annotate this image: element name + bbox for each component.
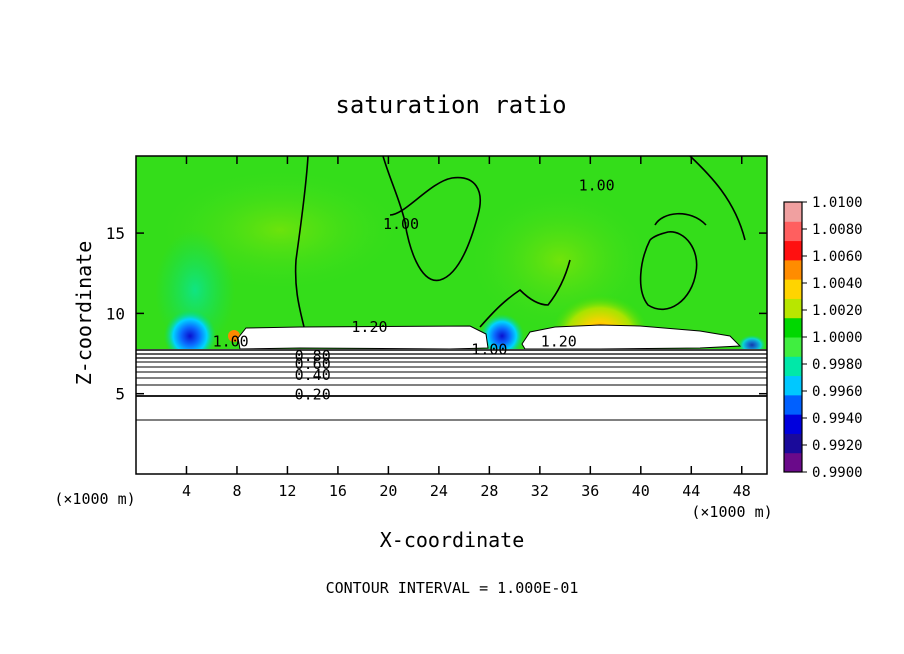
lower-domain	[136, 349, 767, 474]
colorbar-swatch	[784, 337, 802, 357]
field-patch-blue-mid	[480, 314, 524, 351]
colorbar-label: 1.0020	[812, 303, 863, 319]
colorbar-swatch	[784, 375, 802, 396]
colorbar-swatch	[784, 394, 802, 415]
x-units-right: (×1000 m)	[691, 503, 772, 521]
x-tick-label: 24	[430, 482, 448, 500]
x-tick-label: 16	[329, 482, 347, 500]
colorbar-label: 1.0000	[812, 330, 863, 346]
colorbar-label: 1.0060	[812, 249, 863, 265]
contour-label: 0.80	[295, 347, 331, 365]
contour-interval-note: CONTOUR INTERVAL = 1.000E-01	[326, 579, 579, 597]
colorbar-swatch	[784, 433, 802, 454]
y-axis-label: Z-coordinate	[72, 241, 96, 386]
contour-label: 1.20	[351, 318, 387, 336]
contour-label: 1.20	[541, 332, 577, 350]
contour-lines	[294, 155, 746, 328]
colorbar-label: 0.9980	[812, 357, 863, 373]
colorbar-label: 1.0040	[812, 276, 863, 292]
colorbar-swatch	[784, 202, 802, 222]
x-tick-label: 8	[232, 482, 241, 500]
y-axis-ticks: 5 10 15	[106, 224, 767, 404]
contour-label: 0.20	[295, 385, 331, 403]
contour-1.00-mid-arc	[479, 259, 571, 328]
chart-title: saturation ratio	[335, 91, 566, 119]
plot-frame	[135, 155, 768, 475]
x-tick-label: 32	[531, 482, 549, 500]
contour-labels: 1.00 1.00 1.20 1.20 1.00 1.00 0.800.600.400.20	[213, 177, 615, 404]
colorbar-swatch	[784, 240, 802, 261]
contour-1.00-blob-top	[654, 212, 707, 226]
x-tick-label: 36	[581, 482, 599, 500]
cloud-region-left	[237, 325, 489, 350]
colorbar-swatch	[784, 279, 802, 299]
x-tick-label: 48	[733, 482, 751, 500]
x-axis-label: X-coordinate	[380, 528, 525, 552]
plot-area: 1.00 1.00 1.20 1.20 1.00 1.00 0.800.600.400.20…	[106, 155, 768, 500]
x-tick-label: 20	[379, 482, 397, 500]
contour-label: 1.00	[471, 340, 507, 358]
contour-label: 0.60	[295, 355, 331, 373]
colorbar-label: 0.9900	[812, 465, 863, 481]
contour-1.00-right-top	[689, 155, 746, 241]
contour-label: 1.00	[383, 215, 419, 233]
colorbar-label: 1.0100	[812, 195, 863, 211]
colorbar-label: 0.9940	[812, 411, 863, 427]
colorbar-swatch	[784, 221, 802, 242]
x-tick-label: 4	[182, 482, 191, 500]
x-tick-label: 44	[682, 482, 700, 500]
y-tick-label: 15	[106, 224, 125, 243]
colorbar: 1.0100 1.0080 1.0060 1.0040 1.0020 1.0000 0.99…	[783, 195, 863, 481]
colorbar-swatch	[784, 259, 802, 280]
contour-1.00-mid	[382, 155, 481, 282]
colorbar-label: 0.9920	[812, 438, 863, 454]
y-tick-label: 5	[115, 385, 125, 404]
colorbar-label: 0.9960	[812, 384, 863, 400]
colorbar-label: 1.0080	[812, 222, 863, 238]
colorbar-swatch	[784, 414, 802, 434]
contour-1.00-right-lobe	[639, 231, 698, 311]
contour-1.00-left	[294, 155, 309, 328]
colorbar-swatch	[784, 356, 802, 377]
x-tick-label: 12	[278, 482, 296, 500]
field-patch-blue-right	[738, 335, 766, 351]
x-tick-label: 28	[480, 482, 498, 500]
contour-label: 1.00	[213, 332, 249, 350]
x-units-left: (×1000 m)	[54, 490, 135, 508]
x-tick-label: 40	[632, 482, 650, 500]
stratified-contours	[136, 349, 767, 421]
contour-label: 0.40	[295, 366, 331, 384]
colorbar-swatch	[784, 452, 802, 473]
y-tick-label: 10	[106, 304, 125, 323]
field-patch-blue-left	[164, 310, 216, 351]
colorbar-swatch	[784, 317, 802, 338]
contour-label: 1.00	[579, 177, 615, 195]
x-axis-ticks: 4 8 12 16 20 24 28 32 36 40 44 48	[182, 156, 751, 500]
field-patch-orange-left	[228, 330, 240, 342]
colorbar-swatch	[784, 298, 802, 319]
